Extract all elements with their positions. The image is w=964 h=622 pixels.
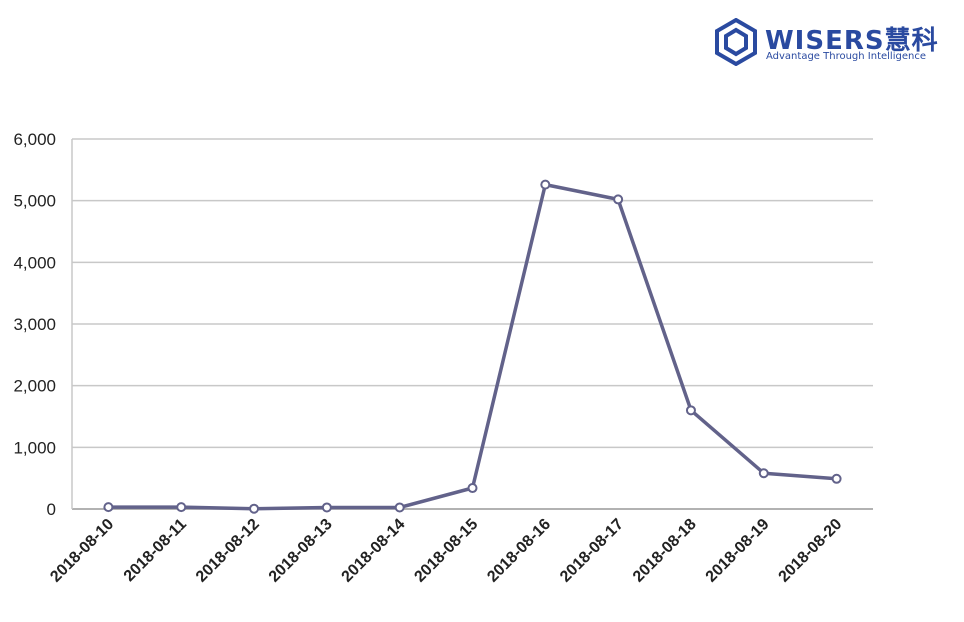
data-point[interactable] — [685, 405, 696, 416]
x-axis-ticks: 2018-08-10 2018-08-11 2018-08-12 2018-08-13… — [47, 516, 845, 586]
data-point[interactable] — [758, 468, 769, 479]
brand-name: WISERS慧科 — [765, 26, 939, 56]
data-point[interactable] — [394, 502, 405, 513]
y-tick-label: 5,000 — [13, 192, 56, 211]
x-tick-label: 2018-08-19 — [703, 516, 773, 586]
data-point[interactable] — [467, 483, 478, 494]
x-tick-label: 2018-08-15 — [411, 516, 481, 586]
grid-lines — [71, 138, 873, 510]
x-tick-label: 2018-08-14 — [339, 516, 409, 586]
y-tick-label: 2,000 — [13, 377, 56, 396]
y-tick-label: 3,000 — [13, 315, 56, 334]
y-tick-label: 6,000 — [13, 130, 56, 149]
hexagon-logo-icon — [715, 18, 757, 66]
brand-logo: WISERS慧科 Advantage Through Intelligence — [713, 18, 953, 68]
x-tick-label: 2018-08-20 — [776, 516, 846, 586]
y-axis-ticks: 0 1,000 2,000 3,000 4,000 5,000 6,000 — [13, 130, 56, 519]
x-tick-label: 2018-08-16 — [484, 516, 554, 586]
data-point[interactable] — [321, 502, 332, 513]
x-tick-label: 2018-08-13 — [266, 516, 336, 586]
data-points — [103, 179, 842, 514]
data-point[interactable] — [831, 473, 842, 484]
y-tick-label: 4,000 — [13, 253, 56, 272]
brand-tagline: Advantage Through Intelligence — [766, 51, 926, 62]
x-tick-label: 2018-08-10 — [47, 516, 117, 586]
data-point[interactable] — [249, 503, 260, 514]
data-point[interactable] — [176, 502, 187, 513]
x-tick-label: 2018-08-12 — [193, 516, 263, 586]
y-tick-label: 1,000 — [13, 438, 56, 457]
data-point[interactable] — [613, 194, 624, 205]
x-tick-label: 2018-08-17 — [557, 516, 627, 586]
data-point[interactable] — [540, 179, 551, 190]
x-tick-label: 2018-08-18 — [630, 516, 700, 586]
series-line — [108, 182, 837, 511]
y-tick-label: 0 — [47, 500, 56, 519]
x-tick-label: 2018-08-11 — [121, 516, 190, 585]
data-point[interactable] — [103, 502, 114, 513]
